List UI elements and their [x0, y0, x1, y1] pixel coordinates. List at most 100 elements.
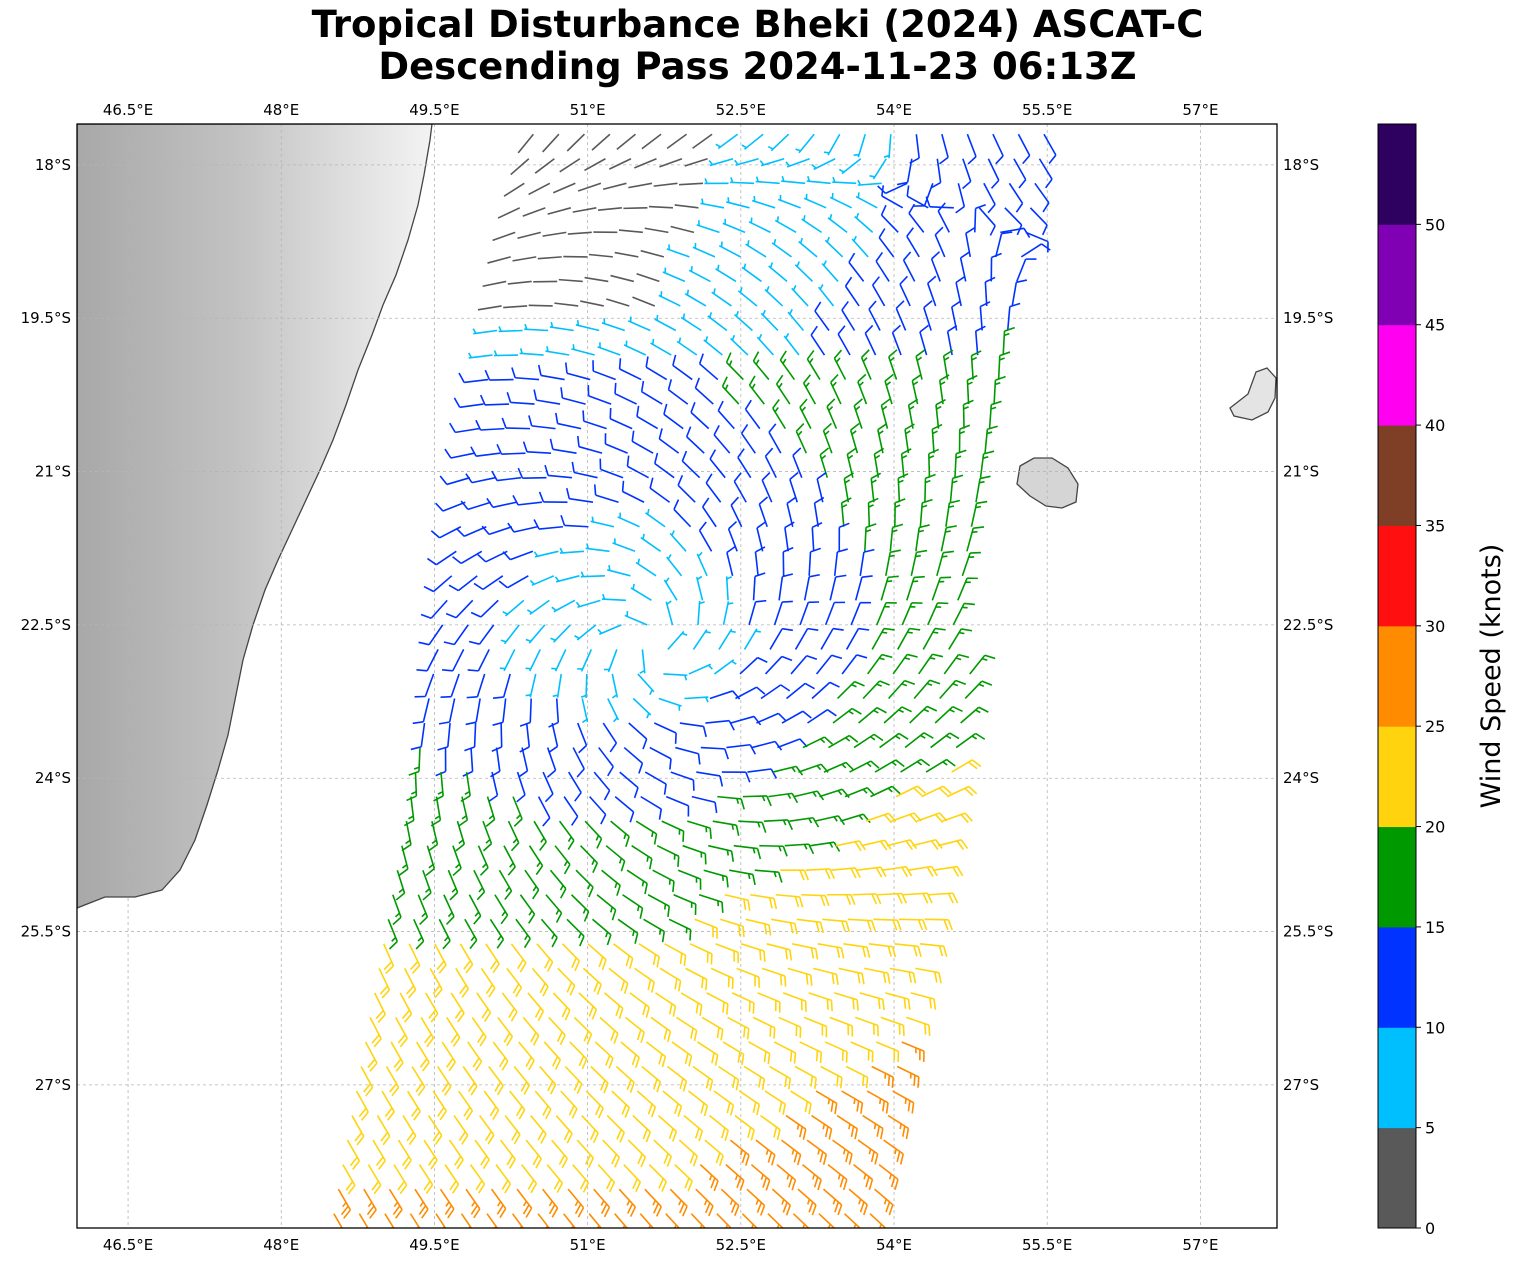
wind-barb	[556, 673, 563, 698]
wind-barb-feather	[858, 627, 870, 631]
wind-barb-feather	[826, 999, 829, 1010]
wind-barb-feather	[725, 1003, 729, 1015]
wind-barb-half-feather	[808, 817, 813, 824]
wind-barb-feather	[942, 946, 948, 957]
wind-barb-half-feather	[591, 859, 596, 866]
wind-barb	[694, 387, 714, 405]
wind-barb	[919, 331, 928, 356]
wind-barb	[597, 346, 621, 356]
wind-barb-half-feather	[832, 176, 836, 183]
wind-barb-half-feather	[975, 505, 982, 509]
wind-barb-feather	[684, 1177, 690, 1189]
wind-barb	[930, 258, 941, 282]
wind-barb-feather	[701, 977, 704, 989]
wind-barb	[460, 550, 483, 565]
wind-barb-feather	[861, 1075, 865, 1087]
wind-barb	[607, 649, 618, 673]
wind-barb-feather	[840, 947, 845, 959]
wind-barb	[709, 157, 734, 167]
wind-barb-half-feather	[769, 262, 774, 268]
wind-barb-feather	[841, 300, 849, 311]
wind-barb-feather	[875, 867, 883, 878]
colorbar-label: Wind Speed (knots)	[1476, 544, 1507, 809]
wind-barb-half-feather	[497, 935, 502, 941]
wind-barb-feather	[946, 525, 957, 529]
wind-barb	[450, 452, 475, 459]
wind-barb-feather	[445, 915, 455, 925]
wind-barb-feather	[458, 819, 468, 827]
wind-barb-feather	[598, 956, 604, 968]
wind-barb-half-feather	[720, 241, 723, 247]
wind-barb-half-feather	[424, 888, 431, 893]
wind-barb-feather	[544, 464, 549, 476]
wind-barb-half-feather	[888, 1173, 892, 1180]
wind-barb	[810, 334, 826, 356]
wind-barb-half-feather	[820, 738, 826, 744]
wind-barb	[670, 771, 694, 781]
wind-barb-feather	[829, 681, 840, 688]
wind-barb	[665, 601, 674, 626]
madagascar-landmass	[77, 124, 433, 909]
wind-barb	[756, 527, 764, 552]
wind-barb-half-feather	[367, 1201, 373, 1208]
wind-barb-feather	[768, 897, 773, 909]
wind-barb-feather	[901, 866, 909, 878]
wind-barb-half-feather	[716, 264, 720, 271]
wind-barb-half-feather	[878, 1098, 882, 1105]
wind-barb-feather	[843, 472, 854, 480]
wind-barb-feather	[710, 953, 713, 965]
wind-barb-feather	[817, 1179, 822, 1191]
wind-barb	[813, 158, 836, 171]
wind-barb-feather	[697, 753, 701, 765]
wind-barb-feather	[753, 715, 762, 726]
wind-barb-feather	[482, 1159, 490, 1170]
wind-barb-feather	[584, 1154, 592, 1165]
wind-barb	[1034, 182, 1050, 204]
wind-barb-feather	[418, 641, 430, 646]
wind-barb	[745, 243, 767, 258]
wind-barb-feather	[470, 446, 477, 457]
wind-barb-half-feather	[891, 761, 897, 767]
wind-barb-feather	[784, 975, 787, 987]
wind-barb-half-feather	[972, 530, 978, 534]
wind-barb	[447, 722, 451, 747]
wind-barb-feather	[749, 744, 757, 755]
wind-barb-feather	[674, 1103, 679, 1115]
wind-barb-feather	[882, 1100, 886, 1112]
wind-barb-feather	[667, 379, 673, 390]
wind-barb	[711, 291, 732, 307]
wind-barb-feather	[519, 721, 531, 727]
wind-barb	[453, 624, 469, 645]
wind-barb-feather	[653, 833, 658, 845]
wind-barb-feather	[452, 1037, 461, 1047]
wind-barb-half-feather	[641, 880, 645, 887]
wind-barb-feather	[565, 488, 571, 499]
wind-barb-feather	[862, 1204, 868, 1216]
wind-barb-half-feather	[652, 1199, 657, 1206]
wind-barb-feather	[373, 1184, 382, 1195]
wind-barb-feather	[908, 203, 916, 214]
wind-barb	[467, 501, 492, 511]
wind-barb-half-feather	[971, 735, 978, 740]
wind-barb-feather	[473, 915, 482, 925]
wind-barb-feather	[895, 300, 905, 309]
wind-barb-half-feather	[684, 674, 688, 681]
wind-barb	[974, 331, 979, 356]
wind-barb-feather	[791, 792, 799, 804]
wind-barb	[808, 551, 812, 576]
wind-barb-feather	[819, 1151, 824, 1163]
wind-barb-half-feather	[895, 735, 901, 740]
wind-barb-half-feather	[671, 530, 675, 536]
wind-barb-feather	[813, 1176, 819, 1188]
wind-barb	[486, 1213, 499, 1228]
wind-barb-half-feather	[608, 565, 611, 571]
wind-barb	[507, 280, 532, 285]
wind-barb-feather	[928, 1025, 931, 1036]
wind-barb-feather	[752, 874, 756, 886]
wind-barb-feather	[687, 1180, 693, 1192]
wind-barb-feather	[499, 1208, 507, 1219]
wind-barb	[480, 427, 505, 431]
wind-barb-feather	[428, 843, 438, 852]
wind-barb-feather	[560, 515, 566, 526]
wind-barb	[507, 575, 529, 589]
